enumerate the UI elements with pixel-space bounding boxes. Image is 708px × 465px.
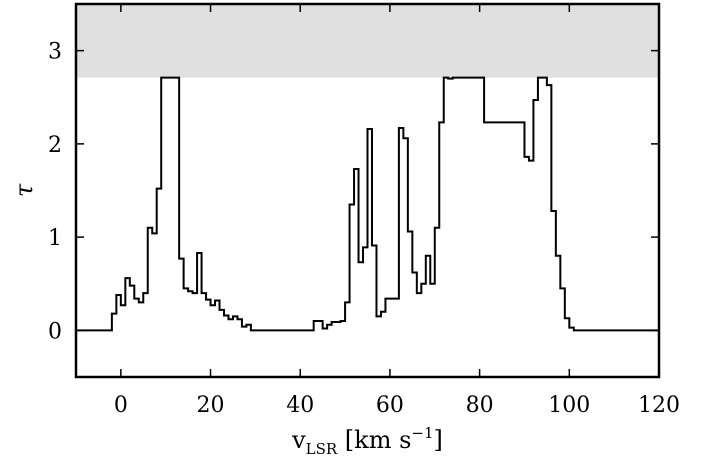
tau-step-line	[76, 76, 659, 332]
plot-frame	[74, 2, 661, 379]
x-label-unit-sup: −1	[411, 424, 433, 442]
x-tick-label: 80	[466, 393, 494, 418]
x-label-main: v	[291, 426, 306, 454]
x-tick-label: 120	[638, 393, 680, 418]
y-tick-label: 2	[48, 133, 62, 158]
tick-labels: 0 20 40 60 80 100 120 0 1 2 3	[48, 40, 680, 418]
y-tick-label: 3	[48, 40, 62, 65]
y-axis-label: τ	[10, 183, 38, 197]
x-label-unit-close: ]	[434, 426, 443, 454]
x-tick-label: 0	[114, 393, 128, 418]
saturation-band	[76, 4, 659, 78]
x-label-sub: LSR	[306, 440, 338, 458]
x-label-unit: [km s	[337, 426, 411, 454]
x-tick-label: 20	[197, 393, 225, 418]
x-tick-label: 100	[548, 393, 590, 418]
x-axis-label: vLSR [km s−1]	[291, 424, 443, 458]
x-tick-label: 40	[286, 393, 314, 418]
y-tick-label: 1	[48, 226, 62, 251]
x-tick-label: 60	[376, 393, 404, 418]
y-tick-label: 0	[48, 319, 62, 344]
